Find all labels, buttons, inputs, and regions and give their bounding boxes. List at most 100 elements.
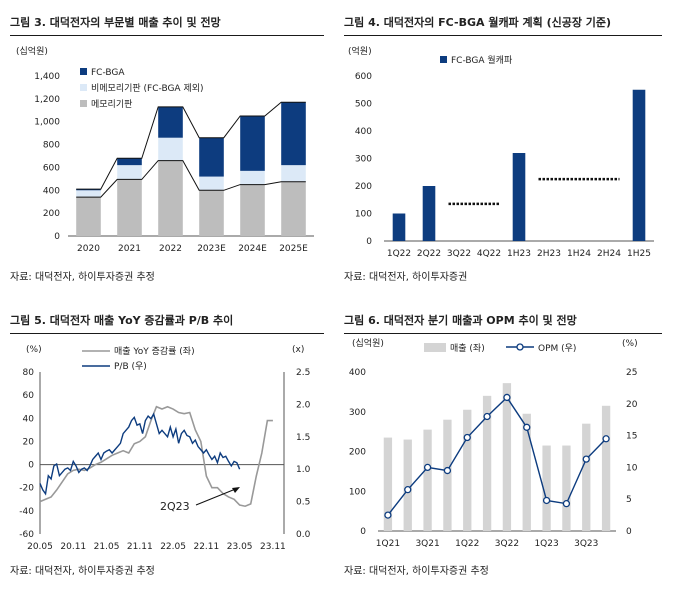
bar-segment-FC-BGA xyxy=(158,106,183,138)
total-trend-line xyxy=(76,101,306,190)
right-axis-unit: (x) xyxy=(292,345,304,355)
opm-line xyxy=(387,396,607,516)
y-tick-label: 1,200 xyxy=(34,95,60,105)
y-tick-label: 600 xyxy=(43,163,60,173)
y-tick-label: 200 xyxy=(355,182,372,192)
bar-segment-메모리기판 xyxy=(117,179,142,236)
x-tick-label: 2H24 xyxy=(597,249,621,259)
right-tick-label: 0.5 xyxy=(296,498,310,508)
left-tick-label: 40 xyxy=(23,414,35,424)
right-tick-label: 0.0 xyxy=(296,530,311,540)
legend-label: 매출 (좌) xyxy=(450,343,485,354)
legend-swatch xyxy=(440,56,447,63)
annotation-arrowhead xyxy=(232,487,240,493)
x-tick-label: 1Q22 xyxy=(387,249,411,259)
sales-bar xyxy=(463,409,472,531)
x-tick-label: 1H23 xyxy=(507,249,531,259)
y-tick-label: 1,000 xyxy=(34,118,60,128)
x-tick-label: 1Q22 xyxy=(455,539,479,549)
sales-bar xyxy=(383,437,393,531)
legend-label: P/B (우) xyxy=(114,361,147,372)
right-axis-unit: (%) xyxy=(622,339,638,349)
left-tick-label: 20 xyxy=(23,437,35,447)
x-tick-label: 2024E xyxy=(238,244,267,254)
x-tick-label: 2025E xyxy=(279,244,308,254)
legend-label: 비메모리기판 (FC-BGA 제외) xyxy=(91,82,204,94)
sales-bar xyxy=(403,439,412,531)
opm-marker xyxy=(463,433,471,442)
x-tick-label: 3Q23 xyxy=(574,539,598,549)
right-tick-label: 10 xyxy=(626,463,638,473)
bar-segment-비메모리기판-FC-BGA-제외- xyxy=(158,137,183,161)
x-tick-label: 2020 xyxy=(77,244,100,254)
title-divider xyxy=(344,35,662,36)
right-tick-label: 2.0 xyxy=(296,400,311,410)
opm-marker xyxy=(523,423,531,431)
pb-line xyxy=(39,412,241,496)
opm-marker xyxy=(384,511,392,519)
capa-bar xyxy=(422,186,436,241)
bar-segment-비메모리기판-FC-BGA-제외- xyxy=(199,176,224,191)
left-tick-label: 0 xyxy=(360,527,366,537)
x-tick-label: 4Q22 xyxy=(477,249,501,259)
title-divider xyxy=(10,35,324,36)
panel-title: 그림 4. 대덕전자의 FC-BGA 월캐파 계획 (신공장 기준) xyxy=(344,16,612,29)
opm-marker xyxy=(542,496,551,505)
bar-segment-비메모리기판-FC-BGA-제외- xyxy=(281,165,306,182)
bar-segment-비메모리기판-FC-BGA-제외- xyxy=(117,165,142,180)
capa-bar xyxy=(392,213,406,241)
right-tick-label: 20 xyxy=(626,400,638,410)
left-tick-label: 300 xyxy=(349,408,366,418)
left-tick-label: 80 xyxy=(23,368,35,378)
panel-title: 그림 5. 대덕전자 매출 YoY 증감률과 P/B 추이 xyxy=(10,314,234,327)
y-tick-label: 200 xyxy=(43,209,60,219)
x-tick-label: 2023E xyxy=(197,244,226,254)
x-tick-label: 20.05 xyxy=(27,542,53,552)
y-tick-label: 400 xyxy=(355,127,372,137)
opm-marker xyxy=(404,486,412,494)
legend-label: 메모리기판 xyxy=(91,99,132,110)
legend-swatch xyxy=(80,68,87,75)
source-note: 자료: 대덕전자, 하이투자증권 추정 xyxy=(10,272,155,283)
x-tick-label: 1H24 xyxy=(567,249,591,259)
x-tick-label: 21.11 xyxy=(127,542,153,552)
legend-swatch xyxy=(424,343,446,352)
y-axis-unit: (억원) xyxy=(348,45,372,57)
left-tick-label: 60 xyxy=(23,391,35,401)
right-tick-label: 2.5 xyxy=(296,368,310,378)
opm-marker xyxy=(582,455,590,463)
x-tick-label: 20.11 xyxy=(60,542,86,552)
bar-segment-FC-BGA xyxy=(117,158,142,166)
opm-marker xyxy=(423,463,432,472)
y-axis-unit: (십억원) xyxy=(16,45,48,57)
left-tick-label: -40 xyxy=(19,507,34,517)
y-tick-label: 0 xyxy=(54,232,60,242)
legend-swatch xyxy=(80,100,87,107)
opm-marker xyxy=(562,500,571,508)
bar-segment-비메모리기판-FC-BGA-제외- xyxy=(240,170,265,185)
left-tick-label: 100 xyxy=(349,487,366,497)
bar-segment-FC-BGA xyxy=(199,137,224,177)
bar-segment-비메모리기판-FC-BGA-제외- xyxy=(76,190,101,198)
panel-segment-sales: 그림 3. 대덕전자의 부문별 매출 추이 및 전망 (십억원) 0 200 400 6… xyxy=(10,14,324,283)
x-tick-label: 23.05 xyxy=(227,542,253,552)
sales-bar xyxy=(443,419,452,531)
right-tick-label: 1.5 xyxy=(296,433,310,443)
yoy-line xyxy=(39,405,273,508)
source-note: 자료: 대덕전자, 하이투자증권 추정 xyxy=(344,566,489,577)
left-axis-unit: (십억원) xyxy=(352,337,384,349)
panel-title: 그림 6. 대덕전자 분기 매출과 OPM 추이 및 전망 xyxy=(344,314,577,327)
x-tick-label: 2022 xyxy=(159,244,182,254)
bar-segment-FC-BGA xyxy=(76,189,101,191)
bar-segment-FC-BGA xyxy=(281,102,306,166)
memory-trend-line xyxy=(76,160,306,198)
opm-marker xyxy=(602,435,610,443)
legend-label: FC-BGA 월캐파 xyxy=(451,54,513,66)
bar-segment-메모리기판 xyxy=(240,184,265,236)
x-tick-label: 1H25 xyxy=(627,249,651,259)
yoy-pb-chart: (%) (x) -60 -40 -20 0 20 40 60 80 0.0 0.5 1.0 1.5 2.0 2… xyxy=(19,345,311,552)
opm-marker xyxy=(443,466,452,475)
legend-swatch xyxy=(80,84,87,91)
sales-bar xyxy=(582,423,591,531)
bar-segment-FC-BGA xyxy=(240,116,265,171)
